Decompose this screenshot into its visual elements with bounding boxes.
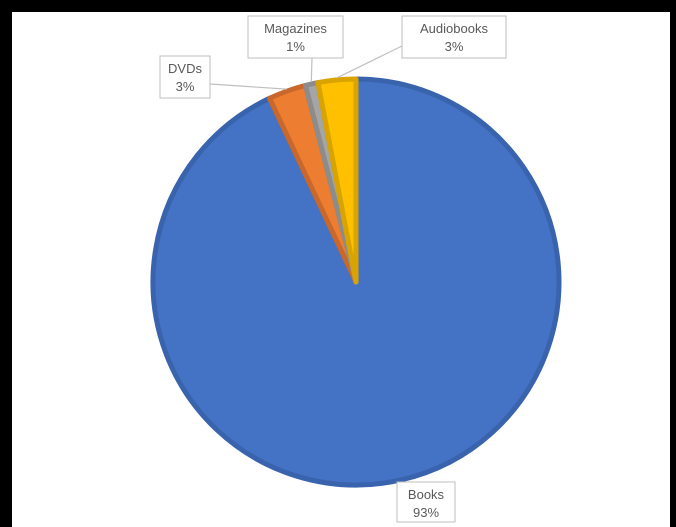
data-label-box-dvds (159, 55, 211, 99)
leader-line-audiobooks (336, 45, 403, 79)
data-label-name-magazines: Magazines (264, 21, 327, 36)
data-label-name-audiobooks: Audiobooks (420, 21, 488, 36)
data-label-box-books (396, 481, 456, 523)
data-label-name-books: Books (408, 487, 445, 502)
data-label-box-audiobooks (401, 15, 507, 59)
data-label-percent-magazines: 1% (286, 39, 305, 54)
data-labels: Books 93% DVDs 3% Magazines 1% Audiobooks 3% (159, 15, 507, 523)
chart-area: Books 93% DVDs 3% Magazines 1% Audiobooks 3% (12, 12, 670, 527)
data-label-percent-audiobooks: 3% (445, 39, 464, 54)
pie-slices (150, 76, 562, 488)
data-label-box-magazines (247, 15, 344, 59)
data-label-percent-books: 93% (413, 505, 439, 520)
pie-chart: Books 93% DVDs 3% Magazines 1% Audiobooks 3% (150, 15, 562, 523)
leader-line-dvds (209, 83, 287, 90)
data-label-percent-dvds: 3% (176, 79, 195, 94)
pie-slice-audiobooks (315, 76, 359, 285)
leader-line-magazines (310, 57, 313, 82)
data-label-name-dvds: DVDs (168, 61, 202, 76)
